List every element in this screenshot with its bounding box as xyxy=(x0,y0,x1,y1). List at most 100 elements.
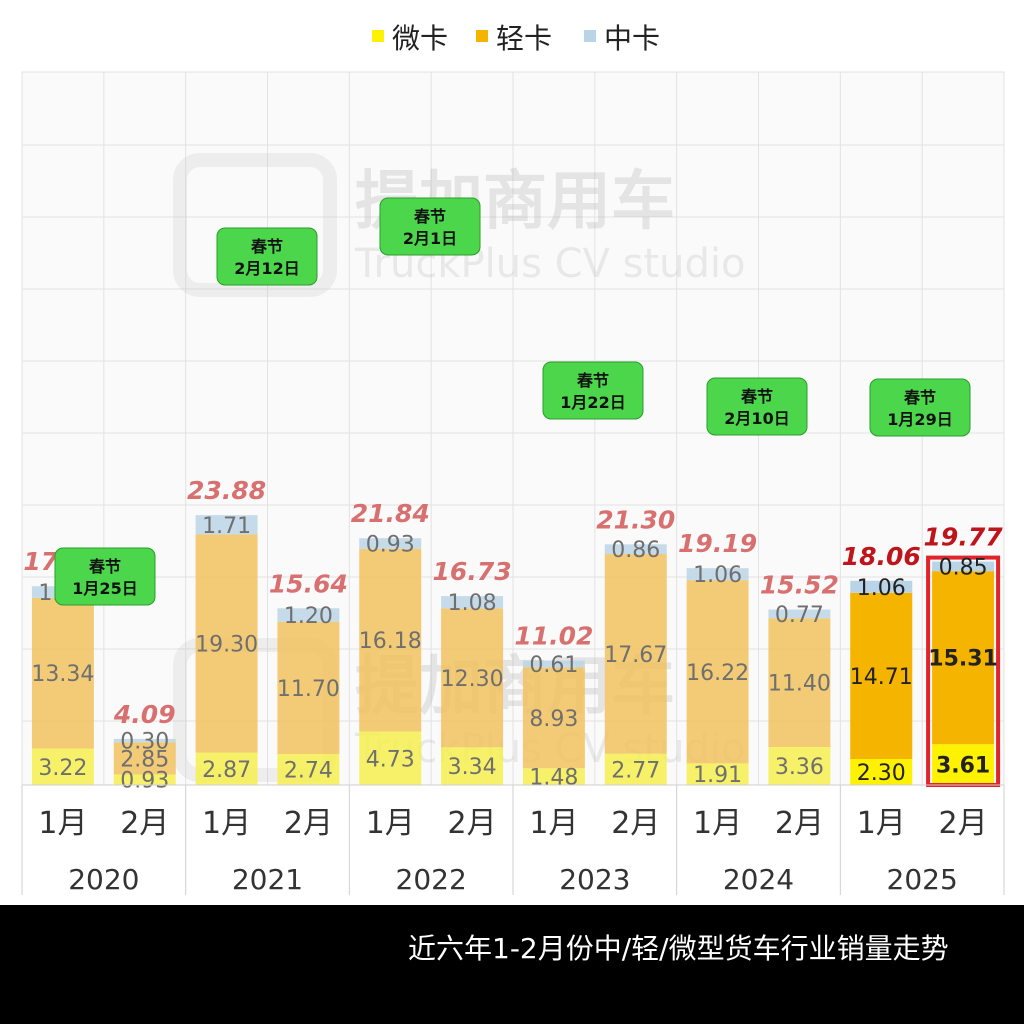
bar-light xyxy=(522,667,585,769)
bar-micro xyxy=(195,752,258,785)
light-value-label: 16.18 xyxy=(359,629,422,654)
spring-festival-date: 2月10日 xyxy=(724,409,789,428)
light-value-label: 13.34 xyxy=(31,662,94,687)
total-value-label: 19.77 xyxy=(924,523,1004,552)
bar-light xyxy=(686,580,749,764)
bar-light xyxy=(768,618,831,748)
bar-medium xyxy=(850,580,913,593)
total-value-label: 16.73 xyxy=(433,557,512,586)
legend-swatch-0 xyxy=(372,30,384,42)
year-tick-label: 2023 xyxy=(559,863,630,896)
spring-festival-label: 春节 xyxy=(250,237,283,256)
spring-festival-label: 春节 xyxy=(740,387,773,406)
bar-light xyxy=(604,554,667,754)
year-tick-label: 2021 xyxy=(232,863,303,896)
light-value-label: 17.67 xyxy=(604,643,667,668)
month-tick-label: 1月 xyxy=(857,806,906,841)
bar-micro xyxy=(850,759,913,785)
spring-festival-box xyxy=(54,547,156,606)
month-tick-label: 1月 xyxy=(693,806,742,841)
medium-value-label: 0.86 xyxy=(611,538,660,563)
total-value-label: 21.84 xyxy=(351,499,430,528)
month-tick-label: 2月 xyxy=(611,806,660,841)
bar-micro xyxy=(522,768,585,785)
micro-value-label: 3.34 xyxy=(448,755,497,780)
caption-bar: 近六年1-2月份中/轻/微型货车行业销量走势 xyxy=(0,905,1024,1024)
micro-value-label: 4.73 xyxy=(366,747,415,772)
legend-swatch-1 xyxy=(476,30,488,42)
spring-festival-box xyxy=(706,377,808,436)
bar-medium xyxy=(113,738,176,743)
bar-light xyxy=(359,548,422,732)
bar-medium xyxy=(277,608,340,622)
bar-micro xyxy=(113,774,176,785)
medium-value-label: 0.85 xyxy=(939,555,988,580)
bar-medium xyxy=(768,609,831,619)
bar-medium xyxy=(441,596,504,609)
bar-light xyxy=(932,571,995,745)
year-tick-label: 2020 xyxy=(68,863,139,896)
year-tick-label: 2024 xyxy=(723,863,794,896)
watermark-logo xyxy=(173,153,337,297)
total-value-label: 19.19 xyxy=(678,529,757,558)
micro-value-label: 3.22 xyxy=(38,756,87,781)
spring-festival-box xyxy=(379,197,481,256)
light-value-label: 11.70 xyxy=(277,677,340,702)
chart-area: 微卡轻卡中卡提加商用车TruckPlus CV studio提加商用车Truck… xyxy=(21,22,1005,896)
medium-value-label: 0.61 xyxy=(529,653,578,678)
light-value-label: 15.31 xyxy=(928,647,998,672)
micro-value-label: 2.74 xyxy=(284,759,333,784)
micro-value-label: 1.48 xyxy=(529,766,578,791)
month-tick-label: 2月 xyxy=(120,806,169,841)
total-value-label: 23.88 xyxy=(187,476,266,505)
spring-festival-label: 春节 xyxy=(576,371,609,390)
bar-medium xyxy=(522,660,585,668)
medium-value-label: 1.06 xyxy=(693,563,742,588)
spring-festival-box xyxy=(869,378,971,437)
bar-light xyxy=(441,608,504,748)
bar-light xyxy=(195,534,258,753)
medium-value-label: 1.71 xyxy=(202,514,251,539)
spring-festival-label: 春节 xyxy=(88,557,121,576)
year-tick-label: 2022 xyxy=(396,863,467,896)
bar-light xyxy=(31,597,94,749)
total-value-label: 21.30 xyxy=(596,505,675,534)
total-value-label: 4.09 xyxy=(113,700,176,729)
light-value-label: 16.22 xyxy=(686,661,749,686)
spring-festival-date: 1月22日 xyxy=(560,393,625,412)
bar-micro xyxy=(932,744,995,785)
bar-micro xyxy=(686,763,749,785)
total-value-label: 11.02 xyxy=(514,621,593,650)
bar-micro xyxy=(277,754,340,785)
light-value-label: 14.71 xyxy=(850,665,913,690)
micro-value-label: 2.30 xyxy=(857,761,906,786)
bar-micro xyxy=(604,753,667,785)
medium-value-label: 1.06 xyxy=(857,576,906,601)
bar-light xyxy=(850,592,913,760)
micro-value-label: 2.87 xyxy=(202,758,251,783)
legend-label-1: 轻卡 xyxy=(496,22,552,55)
medium-value-label: 1.08 xyxy=(448,591,497,616)
legend-label-0: 微卡 xyxy=(392,22,448,55)
bar-medium xyxy=(359,538,422,549)
spring-festival-box xyxy=(542,361,644,420)
spring-festival-date: 1月25日 xyxy=(72,579,137,598)
bar-micro xyxy=(31,748,94,785)
light-value-label: 2.85 xyxy=(120,747,169,772)
micro-value-label: 3.61 xyxy=(936,754,990,779)
year-tick-label: 2025 xyxy=(887,863,958,896)
spring-festival-box xyxy=(216,227,318,286)
medium-value-label: 1.20 xyxy=(284,604,333,629)
medium-value-label: 0.93 xyxy=(366,532,415,557)
bar-medium xyxy=(604,544,667,555)
bar-micro xyxy=(441,747,504,785)
bar-medium xyxy=(195,515,258,535)
bar-light xyxy=(113,742,176,775)
month-tick-label: 1月 xyxy=(202,806,251,841)
month-tick-label: 1月 xyxy=(366,806,415,841)
light-value-label: 19.30 xyxy=(195,633,258,658)
total-value-label: 18.06 xyxy=(842,542,921,571)
spring-festival-label: 春节 xyxy=(903,388,936,407)
month-tick-label: 1月 xyxy=(529,806,578,841)
total-value-label: 15.64 xyxy=(269,569,348,598)
